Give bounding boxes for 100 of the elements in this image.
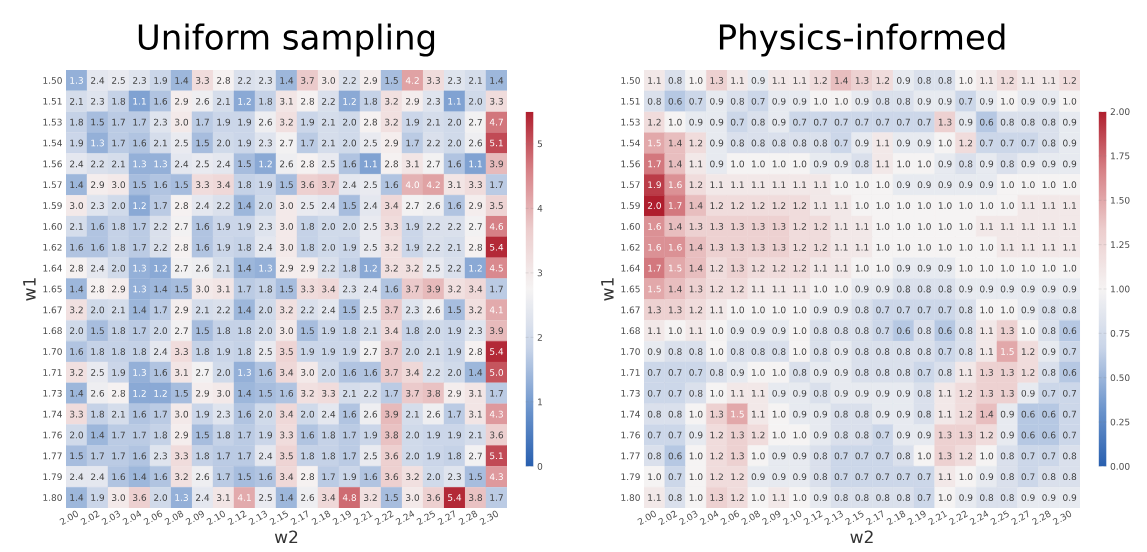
data-label: 1.7 [385, 390, 398, 397]
y-tick-label: 1.64 [621, 264, 640, 272]
data-label: 1.3 [731, 223, 744, 230]
x-tick-label: 2.09 [762, 510, 781, 526]
data-label: 0.8 [917, 285, 931, 293]
data-label: 1.2 [959, 452, 973, 460]
data-label: 0.9 [834, 389, 848, 397]
data-label: 3.9 [490, 327, 504, 335]
y-tick-label: 1.73 [621, 389, 640, 397]
data-label: 2.0 [647, 202, 661, 209]
data-label: 2.0 [70, 327, 84, 335]
data-label: 0.8 [1000, 473, 1014, 481]
data-label: 0.7 [855, 452, 869, 460]
data-label: 0.9 [772, 118, 786, 126]
data-label: 1.4 [133, 306, 147, 314]
data-label: 0.9 [980, 181, 994, 189]
data-label: 0.8 [959, 327, 973, 335]
x-tick-label: 2.04 [122, 510, 142, 526]
data-label: 1.0 [897, 243, 911, 251]
data-label: 2.4 [322, 202, 336, 209]
data-label: 0.7 [876, 473, 890, 481]
data-label: 2.7 [280, 139, 293, 147]
data-label: 1.7 [490, 494, 503, 501]
data-label: 1.0 [980, 306, 994, 314]
data-label: 2.9 [91, 181, 105, 189]
data-label: 1.3 [1001, 327, 1014, 335]
data-label: 0.9 [959, 181, 973, 189]
data-label: 1.0 [980, 202, 994, 209]
data-label: 0.7 [917, 306, 931, 314]
y-tick-label: 1.54 [43, 139, 62, 147]
data-label: 0.9 [751, 473, 765, 481]
data-label: 0.9 [896, 389, 911, 397]
data-label: 4.7 [489, 118, 503, 126]
x-tick-label: 2.17 [290, 510, 308, 526]
data-label: 1.9 [259, 181, 273, 189]
data-label: 2.0 [427, 473, 441, 481]
data-label: 2.3 [406, 306, 419, 314]
x-tick-label: 2.13 [248, 510, 268, 526]
color-bar-label: 1.75 [1111, 152, 1130, 160]
data-label: 1.1 [1063, 223, 1076, 230]
data-label: 1.2 [1021, 348, 1035, 355]
data-label: 4.0 [405, 181, 420, 189]
data-label: 4.8 [342, 494, 357, 501]
data-label: 1.0 [959, 264, 973, 272]
data-label: 0.9 [876, 285, 890, 293]
data-label: 0.7 [1000, 139, 1014, 147]
data-label: 5.4 [490, 243, 504, 251]
y-tick-label: 1.56 [621, 160, 640, 168]
data-label: 1.3 [731, 452, 744, 460]
data-label: 3.2 [385, 264, 398, 272]
data-label: 2.8 [385, 160, 399, 168]
x-tick-label: 2.24 [395, 510, 415, 526]
data-label: 1.8 [196, 452, 210, 460]
data-label: 1.7 [238, 431, 251, 439]
data-label: 0.9 [834, 306, 848, 314]
data-label: 1.7 [112, 139, 125, 147]
data-label: 1.5 [175, 389, 188, 397]
data-label: 1.0 [876, 202, 890, 209]
data-label: 1.9 [70, 139, 84, 147]
data-label: 2.0 [448, 118, 462, 126]
data-label: 2.9 [301, 264, 315, 272]
data-label: 0.9 [772, 389, 786, 397]
data-label: 1.3 [731, 431, 744, 439]
data-label: 1.2 [772, 264, 786, 272]
data-label: 1.7 [133, 244, 146, 251]
data-label: 2.4 [91, 77, 105, 84]
data-label: 2.3 [448, 473, 461, 481]
data-label: 1.9 [301, 348, 315, 355]
data-label: 2.9 [364, 77, 378, 84]
data-label: 1.9 [427, 431, 441, 439]
data-label: 1.8 [217, 327, 231, 335]
data-label: 1.0 [876, 223, 890, 230]
data-label: 0.9 [917, 97, 931, 105]
data-label: 2.7 [364, 348, 377, 355]
data-label: 0.9 [855, 97, 869, 105]
data-label: 1.0 [689, 77, 703, 84]
data-label: 0.9 [730, 327, 744, 335]
data-label: 2.6 [280, 160, 294, 168]
data-label: 3.0 [280, 327, 294, 335]
data-label: 0.9 [1063, 139, 1077, 147]
data-label: 1.8 [301, 223, 315, 230]
data-label: 0.7 [1021, 139, 1035, 147]
x-tick-label: 2.21 [353, 510, 373, 526]
data-label: 1.6 [154, 97, 168, 105]
data-label: 0.8 [772, 348, 786, 355]
data-label: 1.2 [752, 431, 765, 439]
data-label: 0.8 [855, 160, 869, 168]
data-label: 1.2 [793, 243, 806, 251]
data-label: 2.2 [343, 77, 356, 84]
data-label: 1.2 [1001, 77, 1014, 84]
data-label: 1.6 [154, 473, 168, 481]
data-label: 1.0 [980, 243, 994, 251]
data-label: 1.2 [238, 97, 251, 105]
data-label: 2.8 [70, 264, 84, 272]
data-label: 0.7 [876, 306, 890, 314]
data-label: 0.9 [896, 410, 911, 418]
data-label: 1.2 [133, 202, 146, 209]
data-label: 0.9 [855, 389, 869, 397]
data-label: 1.4 [238, 390, 252, 397]
color-bar-label: 2.00 [1110, 108, 1130, 116]
